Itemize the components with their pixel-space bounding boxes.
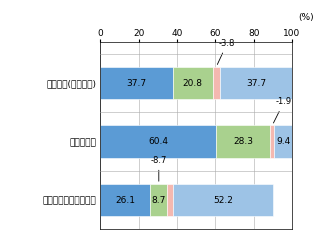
Text: -1.9: -1.9 — [273, 97, 292, 123]
Bar — [100, 125, 216, 158]
Bar — [100, 184, 150, 216]
Bar — [220, 67, 292, 99]
Text: -3.8: -3.8 — [217, 39, 236, 64]
Text: 37.7: 37.7 — [127, 79, 147, 88]
Text: 20.8: 20.8 — [183, 79, 203, 88]
Bar — [167, 184, 173, 216]
Bar — [216, 125, 270, 158]
Text: 26.1: 26.1 — [116, 196, 135, 205]
Text: (%): (%) — [298, 13, 313, 22]
Bar — [213, 67, 220, 99]
Text: -8.7: -8.7 — [151, 156, 167, 181]
Text: 9.4: 9.4 — [276, 137, 290, 146]
Bar — [150, 184, 167, 216]
Text: 8.7: 8.7 — [152, 196, 166, 205]
Bar — [274, 125, 292, 158]
Bar — [173, 67, 213, 99]
Bar — [173, 184, 273, 216]
Bar — [100, 67, 173, 99]
Text: 60.4: 60.4 — [148, 137, 168, 146]
Text: 37.7: 37.7 — [246, 79, 266, 88]
Text: 52.2: 52.2 — [213, 196, 233, 205]
Bar — [270, 125, 274, 158]
Text: 28.3: 28.3 — [233, 137, 253, 146]
